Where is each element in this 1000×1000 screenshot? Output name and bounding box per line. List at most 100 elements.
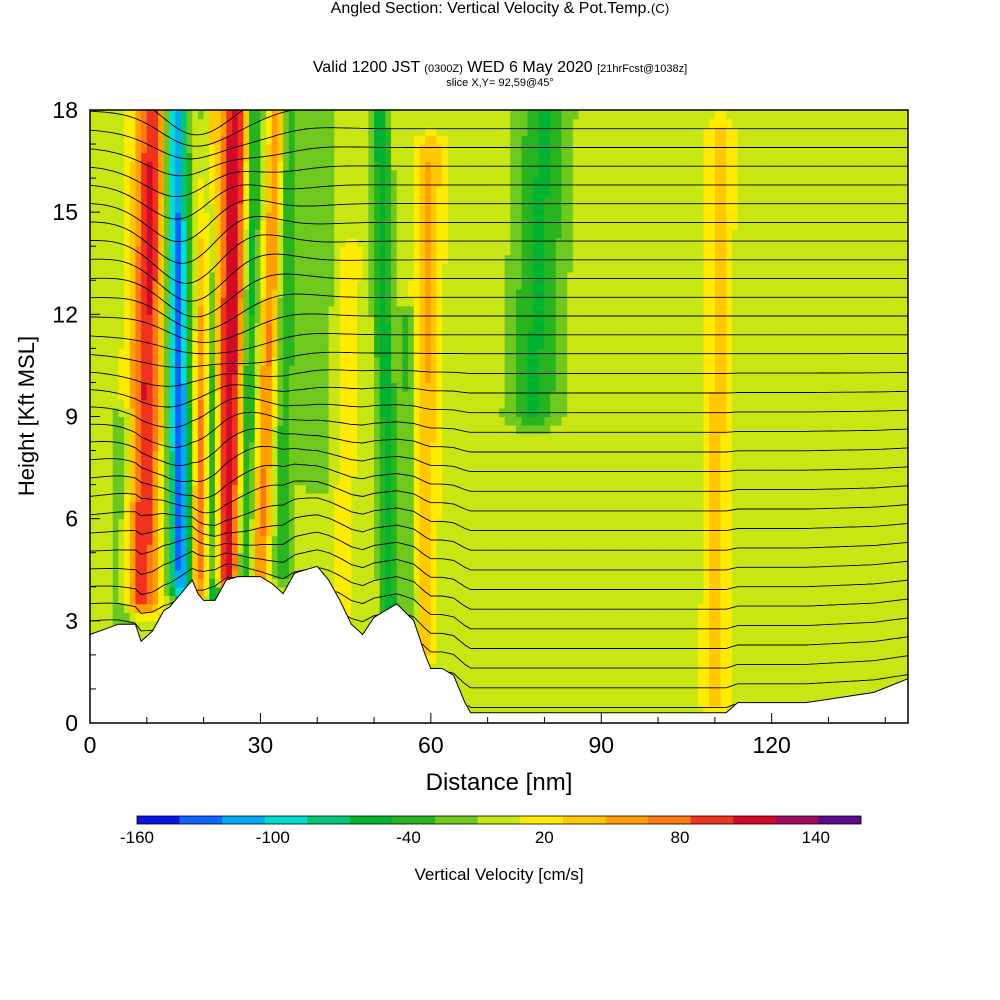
- velocity-cell: [288, 237, 296, 247]
- velocity-cell: [362, 407, 369, 418]
- velocity-cell: [481, 620, 489, 630]
- velocity-cell: [391, 161, 398, 171]
- velocity-cell: [356, 314, 364, 324]
- velocity-cell: [95, 442, 102, 452]
- velocity-cell: [266, 527, 273, 537]
- velocity-cell: [294, 544, 301, 554]
- velocity-cell: [283, 535, 290, 545]
- velocity-cell: [368, 246, 375, 256]
- velocity-cell: [107, 161, 114, 171]
- velocity-cell: [169, 271, 176, 281]
- velocity-cell: [90, 169, 97, 179]
- velocity-cell: [186, 305, 193, 315]
- velocity-cell: [163, 254, 171, 264]
- velocity-cell: [186, 467, 193, 477]
- velocity-cell: [300, 263, 307, 273]
- velocity-cell: [476, 561, 483, 571]
- velocity-cell: [237, 407, 244, 418]
- velocity-cell: [374, 152, 381, 162]
- velocity-cell: [368, 110, 375, 120]
- velocity-cell: [442, 348, 449, 358]
- velocity-cell: [95, 586, 102, 596]
- velocity-cell: [322, 263, 330, 273]
- velocity-cell: [300, 561, 307, 571]
- velocity-cell: [101, 169, 108, 179]
- velocity-cell: [135, 390, 142, 401]
- velocity-cell: [107, 144, 114, 154]
- velocity-cell: [271, 229, 279, 239]
- velocity-cell: [214, 569, 222, 579]
- velocity-cell: [169, 476, 176, 486]
- velocity-cell: [322, 527, 330, 537]
- velocity-cell: [408, 280, 415, 290]
- velocity-cell: [453, 186, 460, 196]
- velocity-cell: [175, 442, 182, 452]
- velocity-cell: [112, 297, 119, 307]
- velocity-cell: [203, 135, 210, 145]
- velocity-cell: [237, 305, 244, 315]
- velocity-cell: [459, 654, 466, 664]
- velocity-cell: [379, 390, 386, 401]
- velocity-cell: [453, 127, 460, 137]
- velocity-cell: [442, 169, 449, 179]
- velocity-cell: [101, 501, 108, 511]
- velocity-cell: [294, 518, 301, 528]
- velocity-cell: [95, 510, 102, 520]
- velocity-cell: [442, 646, 449, 656]
- velocity-cell: [413, 620, 421, 630]
- velocity-cell: [288, 459, 296, 469]
- velocity-cell: [271, 510, 279, 520]
- velocity-cell: [107, 569, 114, 579]
- velocity-cell: [328, 339, 335, 349]
- velocity-cell: [402, 595, 409, 605]
- velocity-cell: [459, 544, 466, 554]
- velocity-cell: [305, 212, 313, 222]
- velocity-cell: [356, 246, 364, 256]
- velocity-cell: [447, 161, 455, 171]
- velocity-cell: [351, 356, 358, 367]
- velocity-cell: [362, 399, 369, 409]
- velocity-cell: [288, 433, 296, 443]
- velocity-cell: [209, 212, 216, 222]
- velocity-cell: [283, 237, 290, 247]
- velocity-cell: [203, 442, 210, 452]
- velocity-cell: [209, 152, 216, 162]
- velocity-cell: [305, 229, 313, 239]
- velocity-cell: [459, 246, 466, 256]
- velocity-cell: [135, 348, 142, 358]
- velocity-cell: [436, 646, 443, 656]
- velocity-cell: [158, 110, 165, 120]
- velocity-cell: [339, 459, 347, 469]
- velocity-cell: [101, 237, 108, 247]
- velocity-cell: [271, 416, 279, 426]
- velocity-cell: [379, 416, 386, 426]
- velocity-cell: [374, 552, 381, 562]
- velocity-cell: [305, 399, 313, 409]
- velocity-cell: [300, 450, 307, 460]
- velocity-cell: [470, 169, 477, 179]
- velocity-cell: [277, 569, 284, 579]
- velocity-cell: [192, 322, 199, 332]
- velocity-cell: [95, 186, 102, 196]
- velocity-cell: [385, 195, 392, 205]
- velocity-cell: [447, 450, 455, 460]
- velocity-cell: [396, 595, 404, 605]
- velocity-cell: [254, 246, 262, 256]
- velocity-cell: [260, 271, 267, 281]
- velocity-cell: [135, 527, 142, 537]
- velocity-cell: [249, 356, 256, 367]
- velocity-cell: [470, 212, 477, 222]
- velocity-cell: [419, 297, 426, 307]
- velocity-cell: [447, 254, 455, 264]
- velocity-cell: [294, 510, 301, 520]
- velocity-cell: [391, 305, 398, 315]
- velocity-cell: [470, 271, 477, 281]
- velocity-cell: [101, 373, 108, 384]
- velocity-cell: [226, 390, 233, 401]
- velocity-cell: [379, 229, 386, 239]
- velocity-cell: [464, 612, 472, 622]
- velocity-cell: [169, 314, 176, 324]
- velocity-cell: [254, 416, 262, 426]
- velocity-cell: [243, 297, 250, 307]
- velocity-cell: [419, 186, 426, 196]
